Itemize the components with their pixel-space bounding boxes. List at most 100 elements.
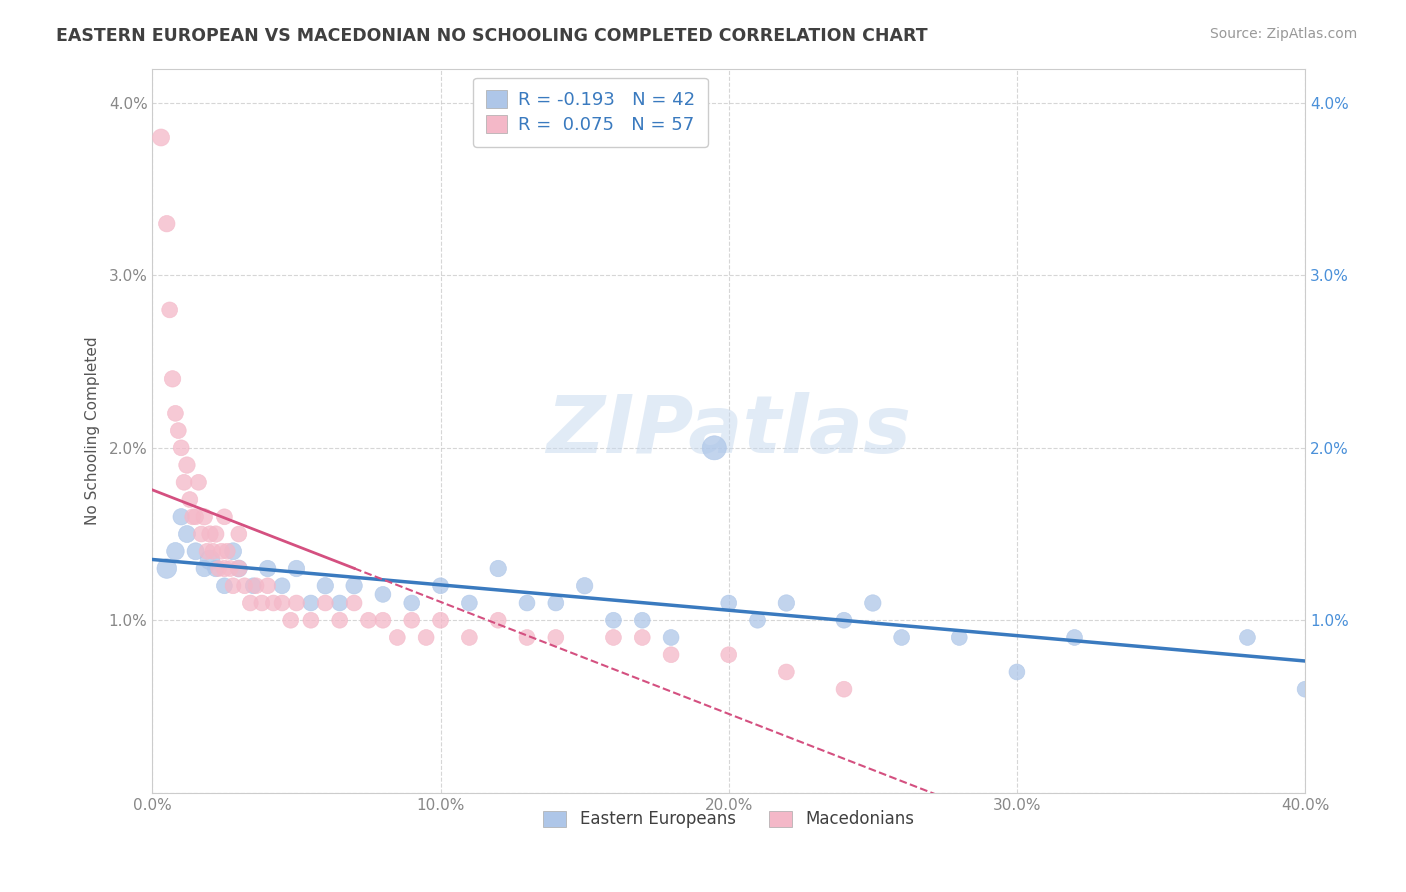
- Point: [862, 596, 884, 610]
- Point: [156, 561, 179, 575]
- Point: [214, 561, 236, 575]
- Point: [250, 596, 273, 610]
- Point: [228, 561, 250, 575]
- Point: [357, 613, 380, 627]
- Point: [285, 596, 308, 610]
- Point: [429, 579, 451, 593]
- Point: [314, 579, 336, 593]
- Point: [458, 596, 481, 610]
- Point: [228, 527, 250, 541]
- Point: [173, 475, 195, 490]
- Point: [314, 596, 336, 610]
- Point: [1294, 682, 1316, 697]
- Point: [717, 596, 740, 610]
- Point: [170, 509, 193, 524]
- Point: [775, 665, 797, 679]
- Point: [228, 561, 250, 575]
- Point: [245, 579, 267, 593]
- Point: [198, 527, 221, 541]
- Y-axis label: No Schooling Completed: No Schooling Completed: [86, 336, 100, 524]
- Point: [181, 509, 204, 524]
- Point: [371, 587, 394, 601]
- Point: [1063, 631, 1085, 645]
- Point: [343, 579, 366, 593]
- Point: [516, 631, 538, 645]
- Point: [256, 579, 278, 593]
- Point: [280, 613, 302, 627]
- Point: [201, 544, 224, 558]
- Point: [329, 613, 352, 627]
- Point: [387, 631, 409, 645]
- Text: EASTERN EUROPEAN VS MACEDONIAN NO SCHOOLING COMPLETED CORRELATION CHART: EASTERN EUROPEAN VS MACEDONIAN NO SCHOOL…: [56, 27, 928, 45]
- Legend: Eastern Europeans, Macedonians: Eastern Europeans, Macedonians: [536, 804, 921, 835]
- Point: [285, 561, 308, 575]
- Point: [256, 561, 278, 575]
- Point: [659, 648, 682, 662]
- Point: [156, 217, 179, 231]
- Point: [187, 475, 209, 490]
- Point: [204, 527, 226, 541]
- Point: [631, 613, 654, 627]
- Point: [401, 613, 423, 627]
- Point: [832, 682, 855, 697]
- Point: [165, 544, 187, 558]
- Point: [262, 596, 284, 610]
- Point: [222, 579, 245, 593]
- Point: [193, 509, 215, 524]
- Point: [159, 302, 181, 317]
- Point: [242, 579, 264, 593]
- Text: Source: ZipAtlas.com: Source: ZipAtlas.com: [1209, 27, 1357, 41]
- Point: [179, 492, 201, 507]
- Point: [775, 596, 797, 610]
- Point: [217, 544, 239, 558]
- Point: [544, 596, 567, 610]
- Point: [219, 561, 242, 575]
- Point: [1005, 665, 1028, 679]
- Point: [329, 596, 352, 610]
- Point: [214, 509, 236, 524]
- Point: [544, 631, 567, 645]
- Point: [631, 631, 654, 645]
- Point: [176, 527, 198, 541]
- Point: [486, 561, 509, 575]
- Point: [948, 631, 970, 645]
- Point: [299, 613, 322, 627]
- Point: [371, 613, 394, 627]
- Point: [429, 613, 451, 627]
- Point: [458, 631, 481, 645]
- Point: [343, 596, 366, 610]
- Point: [717, 648, 740, 662]
- Point: [747, 613, 769, 627]
- Point: [150, 130, 173, 145]
- Point: [271, 596, 294, 610]
- Point: [239, 596, 262, 610]
- Point: [162, 372, 184, 386]
- Point: [602, 631, 624, 645]
- Point: [486, 613, 509, 627]
- Point: [208, 561, 231, 575]
- Point: [233, 579, 256, 593]
- Point: [271, 579, 294, 593]
- Point: [190, 527, 212, 541]
- Point: [574, 579, 596, 593]
- Point: [832, 613, 855, 627]
- Point: [890, 631, 912, 645]
- Point: [193, 561, 215, 575]
- Point: [659, 631, 682, 645]
- Point: [165, 406, 187, 420]
- Point: [204, 561, 226, 575]
- Point: [222, 544, 245, 558]
- Point: [214, 579, 236, 593]
- Point: [170, 441, 193, 455]
- Point: [299, 596, 322, 610]
- Text: ZIPatlas: ZIPatlas: [546, 392, 911, 469]
- Point: [176, 458, 198, 472]
- Point: [415, 631, 437, 645]
- Point: [184, 509, 207, 524]
- Point: [401, 596, 423, 610]
- Point: [211, 544, 233, 558]
- Point: [516, 596, 538, 610]
- Point: [602, 613, 624, 627]
- Point: [167, 424, 190, 438]
- Point: [195, 544, 218, 558]
